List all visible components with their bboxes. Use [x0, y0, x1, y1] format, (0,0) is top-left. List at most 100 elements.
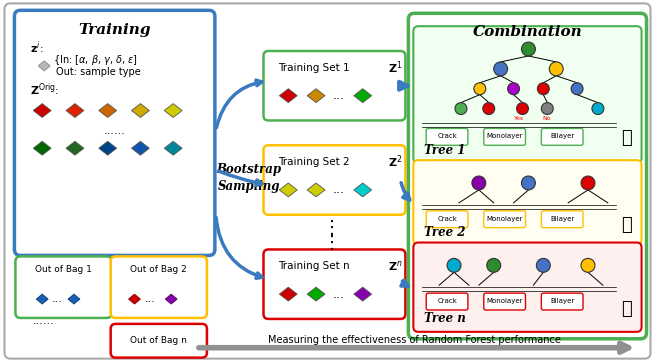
Text: $\mathbf{Z}^{\rm Orig}$:: $\mathbf{Z}^{\rm Orig}$:	[30, 81, 60, 98]
FancyBboxPatch shape	[426, 129, 468, 145]
Text: Out: sample type: Out: sample type	[56, 67, 141, 77]
Circle shape	[474, 83, 486, 95]
Circle shape	[537, 83, 550, 95]
Circle shape	[483, 102, 495, 114]
Text: Monolayer: Monolayer	[487, 298, 523, 304]
FancyBboxPatch shape	[484, 129, 525, 145]
Text: 🌿: 🌿	[622, 216, 632, 233]
FancyBboxPatch shape	[14, 10, 215, 256]
Circle shape	[550, 62, 563, 76]
Text: Training Set n: Training Set n	[278, 261, 350, 272]
Text: Bilayer: Bilayer	[550, 298, 574, 304]
FancyBboxPatch shape	[426, 293, 468, 310]
Text: Tree 1: Tree 1	[424, 144, 466, 157]
Polygon shape	[128, 294, 140, 304]
Text: Monolayer: Monolayer	[487, 216, 523, 222]
Text: 🌲: 🌲	[622, 129, 632, 147]
Polygon shape	[99, 104, 117, 118]
FancyBboxPatch shape	[413, 26, 641, 163]
Text: 🌳: 🌳	[622, 300, 632, 318]
Polygon shape	[68, 294, 80, 304]
FancyBboxPatch shape	[541, 129, 583, 145]
Circle shape	[536, 258, 550, 272]
FancyBboxPatch shape	[541, 211, 583, 228]
Text: Crack: Crack	[437, 133, 457, 139]
Text: ...: ...	[144, 294, 155, 304]
Polygon shape	[165, 294, 177, 304]
Text: $\mathbf{Z}^1$: $\mathbf{Z}^1$	[388, 60, 402, 76]
Text: Tree 2: Tree 2	[424, 226, 466, 239]
Text: ......: ......	[103, 126, 126, 136]
Polygon shape	[66, 141, 84, 155]
FancyBboxPatch shape	[413, 243, 641, 332]
Text: ...: ...	[333, 89, 345, 102]
Text: Combination: Combination	[472, 25, 582, 39]
Polygon shape	[280, 287, 297, 301]
Polygon shape	[33, 104, 51, 118]
Circle shape	[494, 62, 508, 76]
Polygon shape	[307, 287, 325, 301]
Polygon shape	[66, 104, 84, 118]
FancyBboxPatch shape	[484, 211, 525, 228]
Polygon shape	[33, 141, 51, 155]
Circle shape	[508, 83, 519, 95]
Polygon shape	[354, 287, 371, 301]
Text: Out of Bag n: Out of Bag n	[130, 336, 187, 345]
Text: $\mathbf{Z}^2$: $\mathbf{Z}^2$	[388, 154, 402, 171]
Text: ...: ...	[333, 288, 345, 300]
Polygon shape	[280, 183, 297, 197]
FancyBboxPatch shape	[413, 160, 641, 244]
Polygon shape	[38, 61, 50, 71]
Text: Crack: Crack	[437, 298, 457, 304]
Text: $\mathbf{z}^i$:: $\mathbf{z}^i$:	[30, 40, 44, 56]
FancyBboxPatch shape	[263, 249, 405, 319]
Text: $\mathbf{Z}^n$: $\mathbf{Z}^n$	[388, 259, 402, 273]
FancyBboxPatch shape	[408, 13, 646, 339]
Text: ......: ......	[32, 316, 54, 326]
Polygon shape	[164, 141, 182, 155]
Circle shape	[581, 176, 595, 190]
Text: Bilayer: Bilayer	[550, 133, 574, 139]
Text: Yes: Yes	[514, 116, 525, 121]
FancyBboxPatch shape	[5, 3, 650, 359]
FancyBboxPatch shape	[426, 211, 468, 228]
FancyBboxPatch shape	[263, 145, 405, 215]
Circle shape	[447, 258, 461, 272]
Circle shape	[521, 42, 535, 56]
Polygon shape	[307, 89, 325, 102]
Text: ...: ...	[52, 294, 63, 304]
Text: Bootstrap
Sampling: Bootstrap Sampling	[216, 163, 281, 193]
Text: Training Set 1: Training Set 1	[278, 63, 350, 73]
Text: Training: Training	[79, 23, 151, 37]
Polygon shape	[132, 141, 149, 155]
Polygon shape	[307, 183, 325, 197]
FancyBboxPatch shape	[111, 324, 207, 358]
Text: $\{$In: [$\alpha$, $\beta$, $\gamma$, $\delta$, $\varepsilon$]: $\{$In: [$\alpha$, $\beta$, $\gamma$, $\…	[53, 53, 138, 67]
Text: Tree n: Tree n	[424, 312, 466, 325]
Circle shape	[517, 102, 529, 114]
Text: Monolayer: Monolayer	[487, 133, 523, 139]
FancyBboxPatch shape	[263, 51, 405, 121]
Polygon shape	[164, 104, 182, 118]
Circle shape	[521, 176, 535, 190]
Text: Measuring the effectiveness of Random Forest performance: Measuring the effectiveness of Random Fo…	[268, 335, 561, 345]
FancyBboxPatch shape	[541, 293, 583, 310]
Circle shape	[472, 176, 486, 190]
FancyBboxPatch shape	[484, 293, 525, 310]
Circle shape	[592, 102, 604, 114]
Circle shape	[581, 258, 595, 272]
Text: Out of Bag 2: Out of Bag 2	[130, 265, 187, 274]
Text: Out of Bag 1: Out of Bag 1	[35, 265, 92, 274]
FancyBboxPatch shape	[111, 256, 207, 318]
Text: Crack: Crack	[437, 216, 457, 222]
Circle shape	[541, 102, 553, 114]
Polygon shape	[99, 141, 117, 155]
Polygon shape	[280, 89, 297, 102]
Text: Bilayer: Bilayer	[550, 216, 574, 222]
Text: ⋮: ⋮	[323, 233, 341, 252]
Circle shape	[455, 102, 467, 114]
Circle shape	[487, 258, 500, 272]
Polygon shape	[354, 89, 371, 102]
Polygon shape	[132, 104, 149, 118]
Polygon shape	[354, 183, 371, 197]
